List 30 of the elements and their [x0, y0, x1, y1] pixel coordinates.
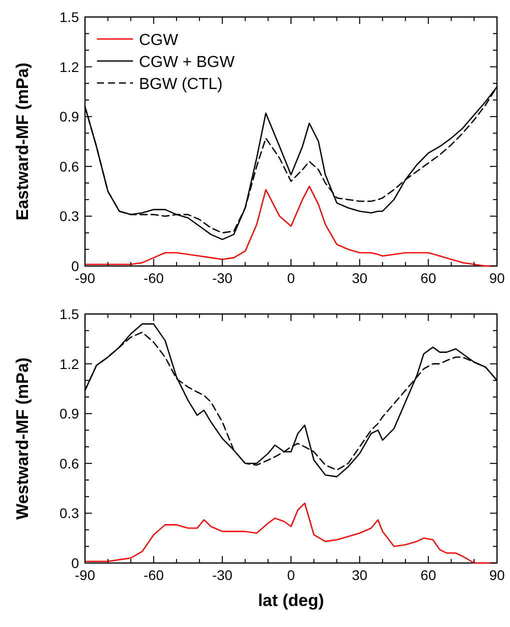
y-tick-label: 1.5 — [60, 9, 80, 25]
x-tick-label: 90 — [489, 567, 505, 583]
x-tick-label: 60 — [420, 270, 436, 286]
x-axis-title: lat (deg) — [258, 591, 324, 610]
y-tick-label: 1.2 — [60, 58, 80, 75]
y-tick-label: 0.3 — [60, 505, 80, 522]
y-tick-label: 1.2 — [60, 356, 80, 372]
x-tick-label: -30 — [212, 270, 233, 286]
y-tick-label: 0.9 — [60, 108, 80, 125]
x-tick-label: 30 — [352, 270, 368, 286]
line-series — [84, 502, 498, 564]
legend-label: CGW + BGW — [139, 54, 236, 71]
y-tick-label: 0.6 — [60, 158, 80, 174]
y-tick-label: 0.6 — [60, 455, 80, 472]
x-tick-label: 0 — [287, 567, 296, 583]
y-tick-label: 0.3 — [60, 208, 80, 224]
y-axis-title: Eastward-MF (mPa) — [13, 62, 32, 220]
x-tick-label: -30 — [212, 567, 233, 583]
x-tick-label: -60 — [144, 567, 164, 583]
legend-label: CGW — [139, 32, 179, 49]
x-tick-label: -60 — [144, 270, 164, 286]
x-tick-label: 60 — [420, 567, 436, 583]
y-tick-label: 0.9 — [60, 406, 80, 422]
line-series — [84, 186, 498, 267]
x-tick-label: 90 — [489, 270, 505, 286]
y-axis-title: Westward-MF (mPa) — [13, 357, 32, 520]
x-tick-label: 0 — [287, 270, 296, 286]
legend-label: BGW (CTL) — [139, 76, 223, 93]
y-tick-label: 1.5 — [60, 306, 80, 322]
x-tick-label: 30 — [352, 567, 368, 583]
